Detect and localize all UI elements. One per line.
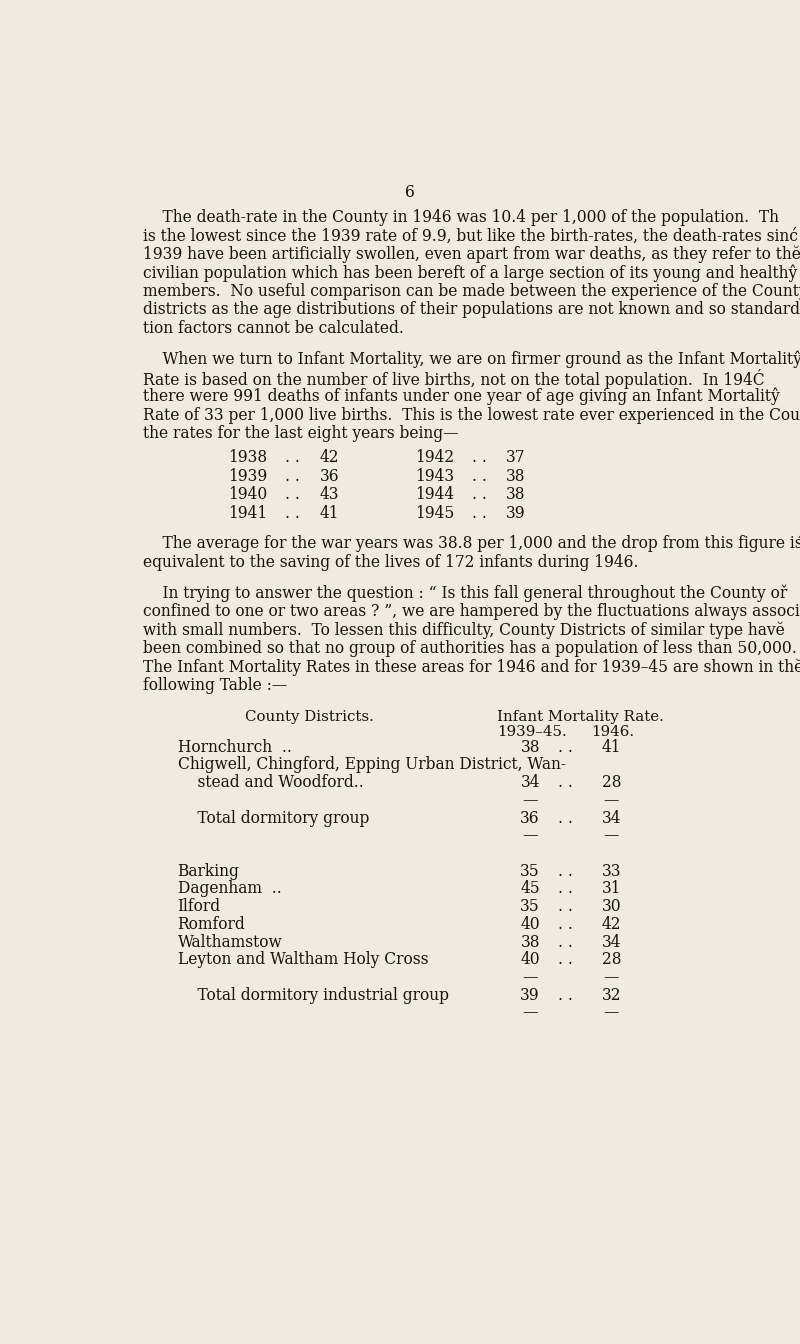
Text: 30: 30 (602, 898, 622, 915)
Text: 42: 42 (602, 915, 622, 933)
Text: . .: . . (285, 505, 300, 521)
Text: . .: . . (558, 863, 573, 880)
Text: 28: 28 (602, 774, 622, 792)
Text: 32: 32 (602, 986, 622, 1004)
Text: 1941: 1941 (228, 505, 267, 521)
Text: 1939 have been artificially swollen, even apart from war deaths, as they refer t: 1939 have been artificially swollen, eve… (142, 246, 800, 263)
Text: 41: 41 (602, 739, 622, 755)
Text: . .: . . (558, 898, 573, 915)
Text: 1940: 1940 (228, 487, 267, 503)
Text: Ilford: Ilford (178, 898, 221, 915)
Text: 39: 39 (520, 986, 540, 1004)
Text: 1942: 1942 (415, 449, 454, 466)
Text: 28: 28 (602, 952, 622, 968)
Text: Chigwell, Chingford, Epping Urban District, Wan-: Chigwell, Chingford, Epping Urban Distri… (178, 757, 566, 774)
Text: . .: . . (558, 774, 573, 792)
Text: 38: 38 (520, 934, 540, 950)
Text: there were 991 deaths of infants under one year of age giving an Infant Mortalit: there were 991 deaths of infants under o… (142, 387, 779, 405)
Text: —: — (522, 828, 538, 844)
Text: 40: 40 (520, 915, 540, 933)
Text: Infant Mortality Rate.: Infant Mortality Rate. (497, 710, 664, 723)
Text: confined to one or two areas ? ”, we are hampered by the fluctuations always ass: confined to one or two areas ? ”, we are… (142, 603, 800, 621)
Text: stead and Woodford..: stead and Woodford.. (178, 774, 363, 792)
Text: 36: 36 (319, 468, 339, 485)
Text: 31: 31 (602, 880, 622, 898)
Text: with small numbers.  To lessen this difficulty, County Districts of similar type: with small numbers. To lessen this diffi… (142, 622, 784, 640)
Text: The Infant Mortality Rates in these areas for 1946 and for 1939–45 are shown in : The Infant Mortality Rates in these area… (142, 659, 800, 676)
Text: members.  No useful comparison can be made between the experience of the Countŷ: members. No useful comparison can be mad… (142, 284, 800, 301)
Text: In trying to answer the question : “ Is this fall general throughout the County : In trying to answer the question : “ Is … (142, 585, 787, 602)
Text: 1939–45.: 1939–45. (498, 724, 567, 739)
Text: 1943: 1943 (415, 468, 454, 485)
Text: following Table :—: following Table :— (142, 677, 287, 695)
Text: 38: 38 (506, 468, 525, 485)
Text: the rates for the last eight years being—: the rates for the last eight years being… (142, 425, 458, 442)
Text: Walthamstow: Walthamstow (178, 934, 282, 950)
Text: Rate is based on the number of live births, not on the total population.  In 194: Rate is based on the number of live birt… (142, 370, 764, 390)
Text: 45: 45 (520, 880, 540, 898)
Text: 33: 33 (602, 863, 622, 880)
Text: . .: . . (558, 952, 573, 968)
Text: 34: 34 (602, 934, 622, 950)
Text: . .: . . (285, 449, 300, 466)
Text: Leyton and Waltham Holy Cross: Leyton and Waltham Holy Cross (178, 952, 428, 968)
Text: . .: . . (472, 487, 487, 503)
Text: —: — (604, 969, 619, 986)
Text: 42: 42 (320, 449, 339, 466)
Text: civilian population which has been bereft of a large section of its young and he: civilian population which has been beref… (142, 265, 797, 282)
Text: Barking: Barking (178, 863, 239, 880)
Text: 41: 41 (320, 505, 339, 521)
Text: 35: 35 (520, 863, 540, 880)
Text: . .: . . (558, 809, 573, 827)
Text: —: — (522, 969, 538, 986)
Text: When we turn to Infant Mortality, we are on firmer ground as the Infant Mortalit: When we turn to Infant Mortality, we are… (142, 351, 800, 368)
Text: 37: 37 (506, 449, 525, 466)
Text: . .: . . (558, 880, 573, 898)
Text: . .: . . (285, 487, 300, 503)
Text: tion factors cannot be calculated.: tion factors cannot be calculated. (142, 320, 403, 337)
Text: 35: 35 (520, 898, 540, 915)
Text: 1938: 1938 (228, 449, 267, 466)
Text: —: — (522, 792, 538, 809)
Text: 1944: 1944 (415, 487, 454, 503)
Text: 39: 39 (506, 505, 526, 521)
Text: —: — (604, 792, 619, 809)
Text: . .: . . (472, 505, 487, 521)
Text: . .: . . (285, 468, 300, 485)
Text: —: — (522, 1004, 538, 1021)
Text: 34: 34 (602, 809, 622, 827)
Text: is the lowest since the 1939 rate of 9.9, but like the birth-rates, the death-ra: is the lowest since the 1939 rate of 9.9… (142, 227, 798, 245)
Text: Total dormitory industrial group: Total dormitory industrial group (178, 986, 449, 1004)
Text: 36: 36 (520, 809, 540, 827)
Text: Romford: Romford (178, 915, 246, 933)
Text: 40: 40 (520, 952, 540, 968)
Text: . .: . . (558, 739, 573, 755)
Text: Total dormitory group: Total dormitory group (178, 809, 369, 827)
Text: . .: . . (558, 986, 573, 1004)
Text: The average for the war years was 38.8 per 1,000 and the drop from this figure i: The average for the war years was 38.8 p… (142, 535, 800, 552)
Text: —: — (604, 1004, 619, 1021)
Text: The death-rate in the County in 1946 was 10.4 per 1,000 of the population.  Th: The death-rate in the County in 1946 was… (142, 210, 778, 226)
Text: . .: . . (472, 449, 487, 466)
Text: —: — (604, 828, 619, 844)
Text: . .: . . (558, 915, 573, 933)
Text: Dagenham  ..: Dagenham .. (178, 880, 282, 898)
Text: 43: 43 (320, 487, 339, 503)
Text: 6: 6 (405, 184, 415, 202)
Text: 34: 34 (520, 774, 540, 792)
Text: 1939: 1939 (228, 468, 267, 485)
Text: . .: . . (558, 934, 573, 950)
Text: 1945: 1945 (415, 505, 454, 521)
Text: 38: 38 (506, 487, 525, 503)
Text: County Districts.: County Districts. (245, 710, 374, 723)
Text: Rate of 33 per 1,000 live births.  This is the lowest rate ever experienced in t: Rate of 33 per 1,000 live births. This i… (142, 406, 800, 423)
Text: been combined so that no group of authorities has a population of less than 50,0: been combined so that no group of author… (142, 640, 796, 657)
Text: equivalent to the saving of the lives of 172 infants during 1946.: equivalent to the saving of the lives of… (142, 554, 638, 571)
Text: districts as the age distributions of their populations are not known and so sta: districts as the age distributions of th… (142, 301, 800, 319)
Text: . .: . . (472, 468, 487, 485)
Text: Hornchurch  ..: Hornchurch .. (178, 739, 291, 755)
Text: 1946.: 1946. (591, 724, 634, 739)
Text: 38: 38 (520, 739, 540, 755)
